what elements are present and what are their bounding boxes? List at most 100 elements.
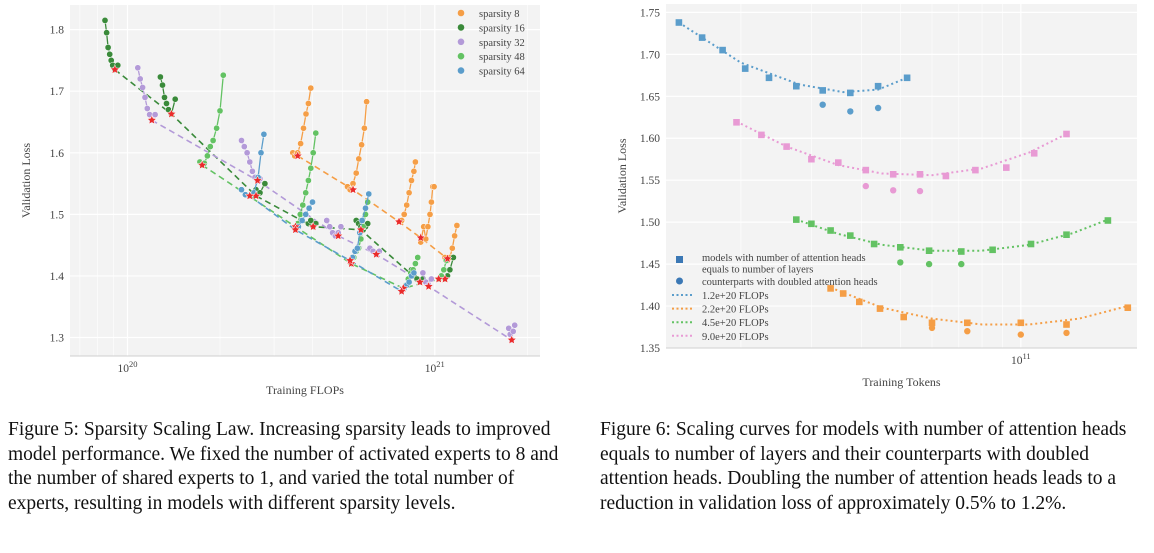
data-point [243,149,251,157]
optimum-star [109,64,121,75]
circle-point [958,260,965,268]
legend-square-marker [676,256,683,263]
square-point [827,285,834,292]
fig5-x-tick-label: 1021 [425,359,445,375]
data-point [139,84,146,91]
fig5-y-tick-label: 1.7 [50,86,65,98]
square-point [719,46,726,54]
fig6-y-tick-label: 1.40 [640,301,660,313]
square-point [808,155,815,163]
data-point [412,158,419,166]
data-point [355,155,363,163]
square-point [758,131,765,139]
data-point [312,129,320,137]
data-point [298,217,306,224]
circle-point [1017,331,1024,338]
data-point [302,211,310,218]
square-point [964,319,971,327]
square-point [862,166,870,174]
figure-6-caption: Figure 6: Scaling curves for models with… [600,419,1127,514]
legend-marker [457,67,465,74]
data-point [297,140,304,147]
circle-point [916,187,924,195]
data-point [163,100,170,107]
optimum-star [166,108,177,119]
data-point [143,105,151,112]
circle-point [874,104,882,112]
legend-square-label: models with number of attention heads equ… [702,253,866,276]
square-point [1063,130,1070,138]
data-point [216,107,224,115]
data-point [104,44,112,51]
square-point [942,172,950,180]
fig6-y-tick-label: 1.60 [640,133,660,145]
square-point [897,244,904,251]
data-point [238,137,245,144]
data-point [299,201,307,209]
square-point [675,19,683,26]
fit-curve [678,21,908,94]
fig6-legend: models with number of attention heads equ… [672,253,878,343]
data-point [405,278,413,286]
data-point [405,189,413,197]
data-point [337,223,345,231]
data-point [426,211,434,218]
fig5-y-tick-label: 1.5 [50,209,65,221]
data-point [305,177,312,184]
circle-point [964,328,971,335]
square-point [847,89,854,97]
data-point [219,71,227,79]
data-point [300,124,307,132]
square-point [793,216,800,223]
fig5-x-tick-label: 1020 [117,359,137,375]
square-point [958,248,965,255]
data-point [361,124,368,132]
optimum-star [244,190,255,201]
square-point [900,313,907,321]
fig6-y-tick-label: 1.50 [640,217,660,229]
chart-attention-heads-scaling: 1.35 1.40 1.45 1.50 1.55 1.60 1.65 1.70 1.75 1011… [615,4,1137,389]
fig6-y-tick-label: 1.75 [640,7,660,19]
square-point [847,232,854,239]
data-point [403,201,411,209]
optimum-star [252,175,263,185]
data-point [410,167,418,175]
optimum-star [433,273,444,284]
data-point [400,211,408,218]
data-point [246,158,254,166]
optimum-star [423,280,434,291]
optimum-star [396,285,407,296]
square-point [1027,240,1035,248]
optimum-star [371,248,382,259]
data-point [249,167,256,175]
legend-label: sparsity 64 [479,67,526,78]
data-point [204,152,211,160]
square-point [1030,150,1038,157]
square-point [1017,319,1025,327]
data-point [352,169,360,177]
fig6-plot-area [666,4,1137,348]
optimum-star [442,253,453,264]
data-point [410,269,418,277]
data-point [511,321,519,329]
data-point [238,186,245,194]
square-point [765,74,773,82]
data-point [305,100,312,107]
data-point [509,328,517,335]
optimum-star [196,159,208,170]
fig6-y-axis-label: Validation Loss [615,138,629,213]
data-point [453,222,461,229]
square-point [783,143,790,150]
square-point [698,34,706,41]
fig5-y-tick-label: 1.3 [50,333,65,345]
square-point [989,246,996,254]
fig6-y-tick-label: 1.55 [640,175,660,187]
data-point [240,143,248,150]
data-point [446,266,454,274]
data-point [307,164,315,172]
square-point [827,227,834,234]
legend-marker [457,52,465,60]
data-point [141,94,149,101]
square-point [1124,304,1132,311]
data-point [171,95,179,103]
